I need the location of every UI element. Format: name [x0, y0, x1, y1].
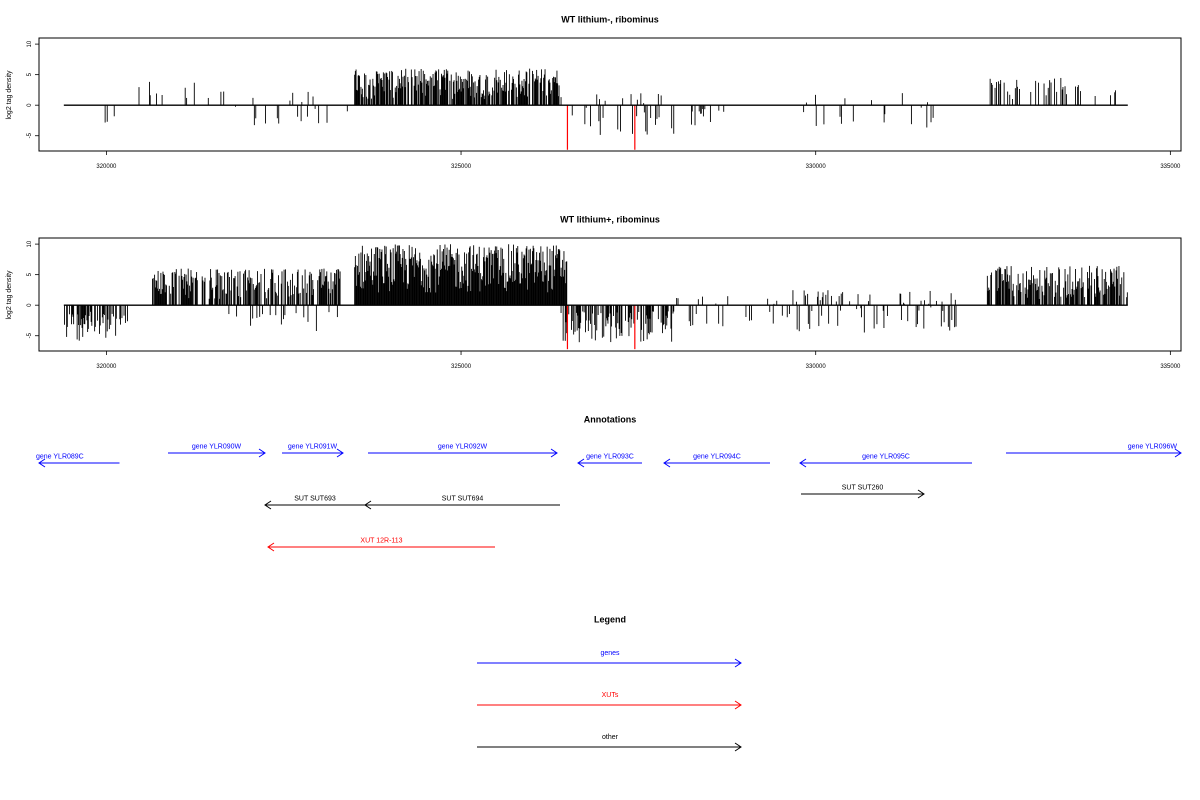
axes: 320000 325000 330000 335000 -5 0 5 10 [27, 40, 1181, 170]
feature-label: gene YLR089C [36, 454, 84, 461]
feature-label: gene YLR090W [192, 444, 242, 451]
y-tick-label: 0 [27, 303, 33, 307]
y-tick-label: 5 [27, 72, 33, 76]
arrow-head [663, 458, 671, 468]
annotations-title: Annotations [584, 415, 637, 425]
legend-item-other: other [477, 734, 742, 752]
feature-gene-ylr090w: gene YLR090W [168, 444, 266, 458]
feature-label: gene YLR094C [693, 454, 741, 461]
axes: 320000 325000 330000 335000 -5 0 5 10 [27, 240, 1181, 370]
feature-label: gene YLR093C [586, 454, 634, 461]
arrow-head [264, 500, 272, 510]
feature-gene-ylr091w: gene YLR091W [282, 444, 344, 458]
x-tick-label: 320000 [96, 364, 117, 370]
annotation-features: gene YLR089C gene YLR090W gene YLR091W gene… [36, 444, 1182, 552]
feature-label: gene YLR096W [1128, 444, 1178, 451]
arrow-head [364, 500, 372, 510]
legend: Legend genes XUTs other [477, 615, 742, 752]
feature-gene-ylr092w: gene YLR092W [368, 444, 558, 458]
y-tick-label: 10 [27, 240, 33, 247]
x-tick-label: 325000 [451, 164, 472, 170]
feature-label: gene YLR091W [288, 444, 338, 451]
arrow-head [267, 542, 275, 552]
feature-gene-ylr096w: gene YLR096W [1006, 444, 1182, 458]
feature-gene-ylr094c: gene YLR094C [663, 454, 770, 468]
legend-label: other [602, 734, 619, 741]
legend-item-xut: XUTs [477, 692, 742, 710]
panel-title: WT lithium+, ribominus [560, 215, 660, 225]
legend-title: Legend [594, 615, 626, 625]
x-tick-label: 325000 [451, 364, 472, 370]
y-tick-label: 10 [27, 40, 33, 47]
feature-label: SUT SUT693 [294, 496, 336, 503]
feature-gene-ylr095c: gene YLR095C [799, 454, 972, 468]
arrow-head [577, 458, 585, 468]
plot-frame [38, 37, 1182, 152]
bars [63, 68, 1128, 150]
y-tick-label: 0 [27, 103, 33, 107]
legend-item-gene: genes [477, 650, 742, 668]
track-lithium-minus: WT lithium-, ribominus log2 tag density … [6, 15, 1182, 170]
feature-xut-12r-113: XUT 12R-113 [267, 538, 495, 552]
arrow-head [734, 658, 742, 668]
y-tick-label: 5 [27, 272, 33, 276]
arrow-head [1174, 448, 1182, 458]
arrow-head [38, 458, 46, 468]
panel-title: WT lithium-, ribominus [561, 15, 659, 25]
feature-label: gene YLR095C [862, 454, 910, 461]
feature-label: SUT SUT694 [442, 496, 484, 503]
legend-items: genes XUTs other [477, 650, 742, 752]
x-tick-label: 320000 [96, 164, 117, 170]
feature-label: SUT SUT260 [842, 485, 884, 492]
feature-gene-ylr093c: gene YLR093C [577, 454, 642, 468]
arrow-head [734, 700, 742, 710]
arrow-head [734, 742, 742, 752]
feature-label: XUT 12R-113 [360, 538, 402, 545]
y-tick-label: -5 [27, 132, 33, 138]
feature-sut-sut693: SUT SUT693 [264, 496, 365, 510]
arrow-head [336, 448, 344, 458]
feature-label: gene YLR092W [438, 444, 488, 451]
legend-label: XUTs [602, 692, 619, 699]
plot-frame [38, 237, 1182, 352]
x-tick-label: 335000 [1160, 364, 1181, 370]
legend-label: genes [600, 650, 620, 657]
feature-gene-ylr089c: gene YLR089C [36, 454, 120, 468]
feature-sut-sut694: SUT SUT694 [364, 496, 560, 510]
x-tick-label: 330000 [806, 164, 827, 170]
arrow-head [258, 448, 266, 458]
arrow-head [799, 458, 807, 468]
arrow-head [917, 489, 925, 499]
x-tick-label: 330000 [806, 364, 827, 370]
x-tick-label: 335000 [1160, 164, 1181, 170]
track-lithium-plus: WT lithium+, ribominus log2 tag density … [6, 215, 1182, 370]
arrow-head [550, 448, 558, 458]
feature-sut-sut260: SUT SUT260 [801, 485, 925, 499]
y-axis-label: log2 tag density [6, 270, 13, 320]
bars [63, 244, 1128, 350]
y-tick-label: -5 [27, 332, 33, 338]
y-axis-label: log2 tag density [6, 70, 13, 120]
